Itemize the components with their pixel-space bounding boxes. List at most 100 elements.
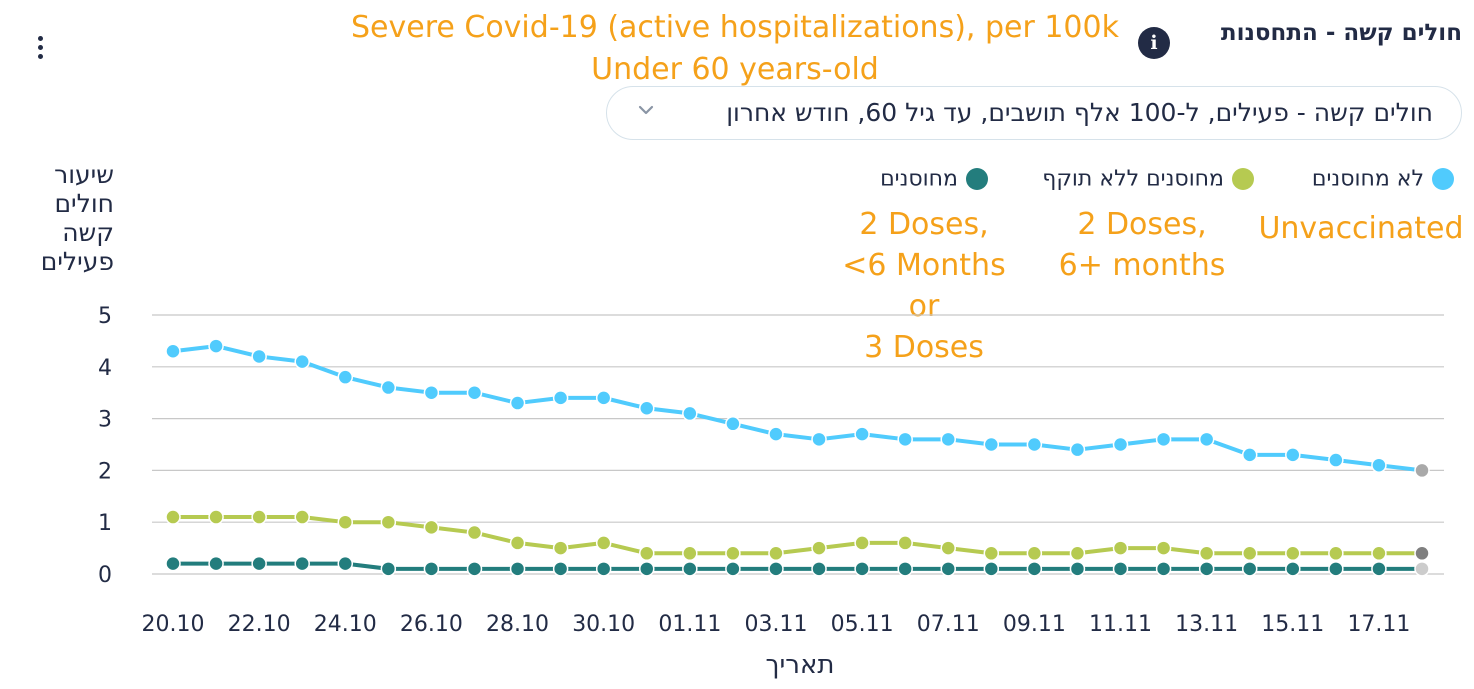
y-tick-label: 5	[98, 304, 112, 329]
chart-title: חולים קשה - התחסנות	[1220, 20, 1462, 46]
series-line	[173, 561, 1422, 571]
y-tick-label: 3	[98, 408, 112, 433]
annotation-vaccinated: 2 Doses, <6 Months or 3 Doses	[826, 204, 1022, 368]
data-point	[294, 353, 310, 370]
data-point	[552, 561, 569, 577]
data-point	[509, 395, 526, 411]
data-point	[897, 561, 913, 577]
data-point	[380, 379, 397, 396]
data-point	[854, 426, 870, 442]
chevron-down-icon	[638, 105, 654, 115]
data-point	[251, 348, 267, 365]
data-point	[1112, 561, 1129, 577]
data-point	[1371, 561, 1387, 577]
y-tick-label: 0	[98, 563, 112, 588]
data-point	[423, 519, 440, 536]
data-point	[1198, 545, 1215, 562]
data-point	[1112, 436, 1129, 453]
data-point	[940, 431, 956, 448]
data-point	[1414, 545, 1430, 562]
x-tick-label: 13.11	[1175, 612, 1238, 637]
x-tick-label: 30.10	[572, 612, 635, 637]
data-point	[595, 561, 612, 577]
y-tick-label: 2	[98, 459, 112, 484]
info-icon[interactable]: i	[1138, 27, 1170, 59]
data-point	[466, 561, 483, 577]
data-point	[1069, 441, 1086, 458]
data-point	[1198, 561, 1215, 577]
x-tick-label: 15.11	[1261, 612, 1324, 637]
metric-dropdown[interactable]: חולים קשה - פעילים, ל-100 אלף תושבים, עד…	[606, 86, 1462, 140]
data-point	[1285, 561, 1301, 577]
data-point	[682, 545, 698, 562]
data-point	[1198, 431, 1215, 448]
dropdown-selected-value: חולים קשה - פעילים, ל-100 אלף תושבים, עד…	[726, 98, 1433, 127]
x-tick-label: 09.11	[1003, 612, 1066, 637]
data-point	[337, 369, 354, 385]
data-point	[1328, 545, 1344, 562]
x-tick-label: 05.11	[831, 612, 894, 637]
data-point	[509, 561, 526, 577]
x-tick-label: 28.10	[486, 612, 549, 637]
data-point	[251, 509, 267, 525]
legend-item-vaccinated[interactable]: מחוסנים	[880, 166, 988, 192]
data-point	[1241, 447, 1258, 463]
data-point	[337, 514, 354, 530]
data-point	[768, 561, 784, 577]
legend-label-vaccinated: מחוסנים	[880, 166, 958, 192]
series-line	[172, 344, 1423, 473]
data-point	[811, 561, 827, 577]
legend-dot-unvaccinated	[1432, 168, 1454, 190]
x-tick-label: 20.10	[142, 612, 205, 637]
legend-item-unvaccinated[interactable]: לא מחוסנים	[1312, 166, 1454, 192]
chart-legend: לא מחוסנים מחוסנים ללא תוקף מחוסנים	[0, 166, 1474, 196]
y-axis-title: שיעור חולים קשה פעילים	[22, 160, 114, 276]
x-tick-label: 03.11	[744, 612, 807, 637]
legend-dot-vaccinated	[966, 168, 988, 190]
data-point	[1155, 540, 1172, 556]
data-point	[595, 390, 612, 406]
data-point	[380, 514, 397, 530]
data-point	[725, 561, 741, 577]
legend-dot-expired	[1232, 168, 1254, 190]
data-point	[1155, 561, 1172, 577]
x-tick-label: 22.10	[228, 612, 291, 637]
data-point	[466, 524, 483, 541]
data-point	[208, 555, 224, 572]
kebab-menu-icon[interactable]	[28, 36, 52, 66]
data-point	[423, 561, 440, 577]
data-point	[682, 561, 698, 577]
x-tick-label: 24.10	[314, 612, 377, 637]
data-point	[1112, 540, 1129, 556]
data-point	[682, 405, 698, 422]
legend-item-expired[interactable]: מחוסנים ללא תוקף	[1042, 166, 1254, 192]
data-point	[1371, 545, 1387, 562]
data-point	[811, 431, 827, 448]
y-axis-title-line: חולים	[54, 189, 114, 218]
data-point	[423, 384, 440, 401]
data-point	[1414, 462, 1430, 479]
data-point	[854, 535, 870, 551]
data-point	[940, 561, 956, 577]
data-point	[725, 416, 741, 432]
data-point	[595, 535, 612, 551]
data-point	[1026, 436, 1043, 453]
data-point	[1026, 561, 1043, 577]
data-point	[208, 338, 224, 354]
data-point	[337, 555, 354, 572]
data-point	[294, 509, 310, 525]
x-tick-label: 26.10	[400, 612, 463, 637]
annotation-vaccinated-line3: or	[908, 289, 940, 324]
data-point	[940, 540, 956, 556]
annotation-title-line1: Severe Covid-19 (active hospitalizations…	[351, 10, 1119, 45]
data-point	[1371, 457, 1387, 473]
data-point	[897, 535, 913, 551]
data-point	[1155, 431, 1172, 448]
data-point	[208, 509, 224, 525]
y-axis-title-line: קשה	[62, 218, 114, 247]
annotation-expired-line1: 2 Doses,	[1077, 207, 1207, 242]
data-point	[639, 561, 655, 577]
data-point	[811, 540, 827, 556]
data-point	[552, 540, 569, 556]
